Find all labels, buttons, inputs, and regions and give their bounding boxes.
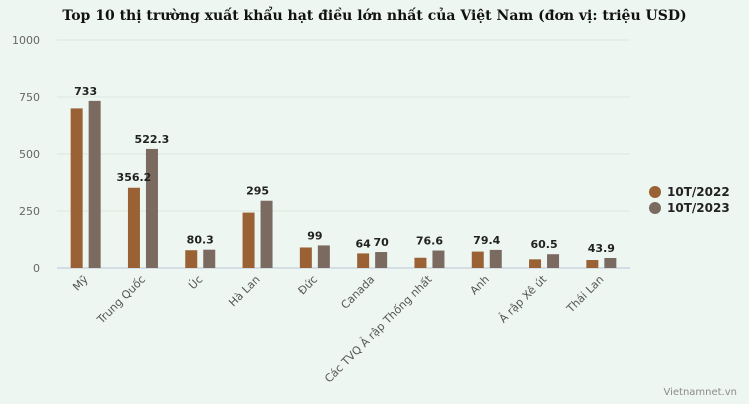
bar-2022[interactable] [299,247,312,268]
x-tick-label: Úc [186,273,205,292]
y-tick-label: 500 [19,148,40,161]
bar-2022[interactable] [471,251,484,268]
data-label: 522.3 [135,133,170,146]
bar-2022[interactable] [127,187,140,268]
data-label: 295 [246,185,269,198]
bar-2023[interactable] [432,250,445,268]
y-tick-label: 750 [19,91,40,104]
data-label: 733 [74,85,97,98]
y-tick-label: 0 [33,262,40,275]
bar-2023[interactable] [604,257,617,268]
grid-lines [57,39,630,269]
bar-2022[interactable] [357,253,370,268]
x-tick-label: Trung Quốc [94,273,148,327]
bar-2023[interactable] [375,252,388,268]
source-credit: Vietnamnet.vn [663,387,737,398]
x-tick-label: Mỹ [70,273,91,294]
bar-2022[interactable] [529,259,542,268]
y-axis: 0 250 500 750 1000 [12,34,40,275]
bar-2023[interactable] [88,100,101,268]
bar-2023[interactable] [260,200,273,268]
data-label: 79.4 [473,234,500,247]
bar-2022[interactable] [70,108,83,269]
x-tick-label: Ả rập Xê út [496,272,550,326]
data-label: 356.2 [117,171,152,184]
bar-2022[interactable] [586,260,599,268]
bar-2023[interactable] [203,249,216,268]
x-tick-label: Đức [296,273,320,297]
data-label: 70 [373,236,389,249]
data-label: 43.9 [588,242,615,255]
bar-2022[interactable] [414,257,427,268]
bar-2023[interactable] [489,249,502,268]
bar-2023[interactable] [547,254,560,268]
legend-swatch-2022 [649,186,661,198]
legend-label-2023: 10T/2023 [667,201,730,215]
y-tick-label: 1000 [12,34,40,47]
data-labels: 733 356.2 522.3 80.3 295 99 64 70 76.6 79.4 60.5 43… [74,85,615,255]
bar-2023[interactable] [317,245,330,268]
legend-label-2022: 10T/2022 [667,185,730,199]
bar-2023[interactable] [145,148,158,268]
legend: 10T/2022 10T/2023 [649,184,730,216]
bar-2022[interactable] [242,212,255,268]
y-tick-label: 250 [19,205,40,218]
x-tick-label: Hà Lan [226,273,262,309]
legend-swatch-2023 [649,202,661,214]
bars [70,100,617,269]
legend-item-2023[interactable]: 10T/2023 [649,200,730,216]
chart-title: Top 10 thị trường xuất khẩu hạt điều lớn… [62,8,687,24]
data-label: 99 [307,229,322,242]
x-tick-label: Các TVQ Ả rập Thống nhất [321,272,435,386]
data-label: 64 [355,237,371,250]
x-tick-label: Anh [467,273,491,297]
x-tick-label: Thái Lan [563,273,606,316]
data-label: 60.5 [530,238,557,251]
legend-item-2022[interactable]: 10T/2022 [649,184,730,200]
bar-2022[interactable] [185,250,198,268]
x-tick-label: Canada [338,273,377,312]
data-label: 76.6 [416,235,443,248]
data-label: 80.3 [187,234,214,247]
